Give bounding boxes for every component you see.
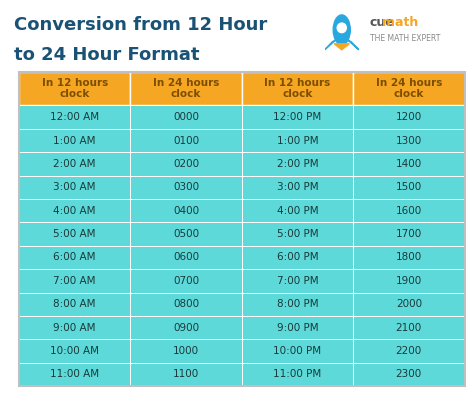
Text: 3:00 AM: 3:00 AM [54, 182, 96, 192]
Text: 1100: 1100 [173, 369, 199, 379]
Text: cue: cue [370, 16, 394, 29]
Text: 9:00 PM: 9:00 PM [277, 323, 318, 333]
Text: 12:00 AM: 12:00 AM [50, 112, 99, 122]
Text: 1600: 1600 [396, 206, 422, 216]
Text: 4:00 PM: 4:00 PM [277, 206, 318, 216]
Text: 1900: 1900 [396, 276, 422, 286]
Text: 0500: 0500 [173, 229, 199, 239]
Text: 6:00 AM: 6:00 AM [54, 252, 96, 262]
Text: math: math [382, 16, 418, 29]
Polygon shape [347, 40, 359, 50]
Text: 0800: 0800 [173, 299, 199, 309]
Text: 7:00 AM: 7:00 AM [54, 276, 96, 286]
Text: to 24 Hour Format: to 24 Hour Format [14, 46, 200, 64]
Text: 0900: 0900 [173, 323, 199, 333]
Text: 4:00 AM: 4:00 AM [54, 206, 96, 216]
Text: 1700: 1700 [396, 229, 422, 239]
Text: 6:00 PM: 6:00 PM [277, 252, 318, 262]
Text: 2:00 PM: 2:00 PM [277, 159, 318, 169]
Text: In 24 hours
clock: In 24 hours clock [375, 78, 442, 100]
Text: 1500: 1500 [396, 182, 422, 192]
Text: THE MATH EXPERT: THE MATH EXPERT [370, 34, 440, 43]
Text: 0700: 0700 [173, 276, 199, 286]
Text: 10:00 PM: 10:00 PM [273, 346, 321, 356]
Text: 1:00 AM: 1:00 AM [54, 136, 96, 146]
Text: 0200: 0200 [173, 159, 199, 169]
Text: 1800: 1800 [396, 252, 422, 262]
Text: 9:00 AM: 9:00 AM [54, 323, 96, 333]
Text: 11:00 AM: 11:00 AM [50, 369, 99, 379]
Text: 1000: 1000 [173, 346, 199, 356]
Text: 1300: 1300 [396, 136, 422, 146]
Text: 10:00 AM: 10:00 AM [50, 346, 99, 356]
Text: 0100: 0100 [173, 136, 199, 146]
Text: 11:00 PM: 11:00 PM [273, 369, 321, 379]
Text: 1200: 1200 [396, 112, 422, 122]
Polygon shape [334, 44, 349, 50]
Text: 5:00 AM: 5:00 AM [54, 229, 96, 239]
Text: 0600: 0600 [173, 252, 199, 262]
Text: 2200: 2200 [396, 346, 422, 356]
Circle shape [337, 23, 346, 33]
Text: In 12 hours
clock: In 12 hours clock [264, 78, 330, 100]
Text: 5:00 PM: 5:00 PM [277, 229, 318, 239]
Text: In 24 hours
clock: In 24 hours clock [153, 78, 219, 100]
Text: 1400: 1400 [396, 159, 422, 169]
Text: 2000: 2000 [396, 299, 422, 309]
Text: 2100: 2100 [396, 323, 422, 333]
Text: 1:00 PM: 1:00 PM [277, 136, 318, 146]
Ellipse shape [333, 15, 350, 45]
Text: 0000: 0000 [173, 112, 199, 122]
Text: In 12 hours
clock: In 12 hours clock [42, 78, 108, 100]
Text: 0300: 0300 [173, 182, 199, 192]
Text: 8:00 PM: 8:00 PM [277, 299, 318, 309]
Text: 12:00 PM: 12:00 PM [273, 112, 321, 122]
Text: 2:00 AM: 2:00 AM [54, 159, 96, 169]
Text: Conversion from 12 Hour: Conversion from 12 Hour [14, 16, 267, 34]
Text: 2300: 2300 [396, 369, 422, 379]
Polygon shape [325, 40, 336, 50]
Text: 3:00 PM: 3:00 PM [277, 182, 318, 192]
Text: 8:00 AM: 8:00 AM [54, 299, 96, 309]
Text: 7:00 PM: 7:00 PM [277, 276, 318, 286]
Text: 0400: 0400 [173, 206, 199, 216]
